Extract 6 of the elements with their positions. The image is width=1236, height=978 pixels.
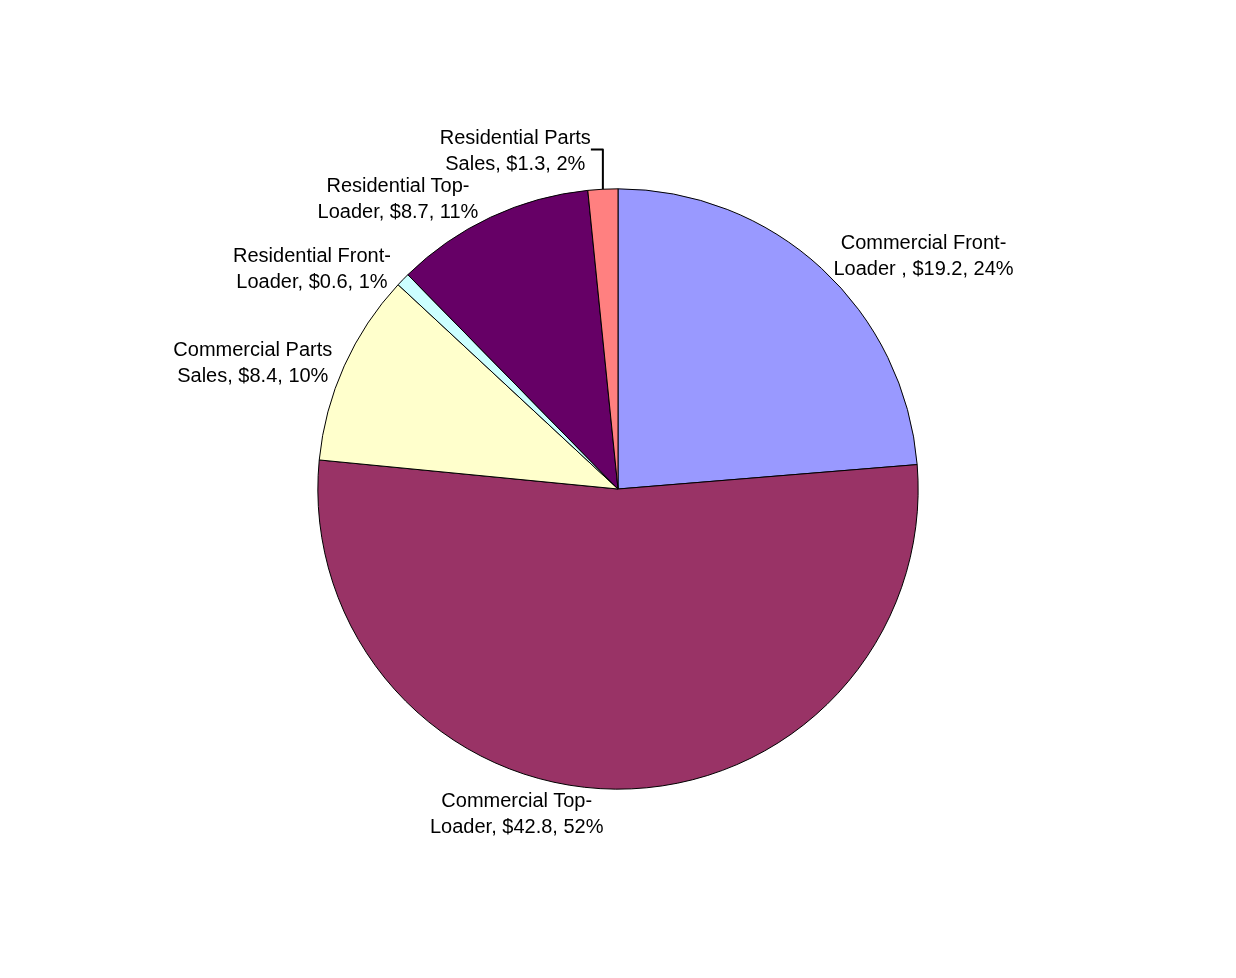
slice-label: Commercial Front-Loader , $19.2, 24%	[833, 231, 1014, 280]
slice-label: Commercial Top-Loader, $42.8, 52%	[429, 789, 604, 838]
slice-label: Residential Front-Loader, $0.6, 1%	[233, 243, 391, 292]
slice-label: Residential Top-Loader, $8.7, 11%	[317, 173, 479, 222]
slice-label: Residential Parts Sales, $1.3, 2%	[439, 125, 591, 174]
slice-label: Commercial Parts Sales, $8.4, 10%	[173, 337, 333, 386]
